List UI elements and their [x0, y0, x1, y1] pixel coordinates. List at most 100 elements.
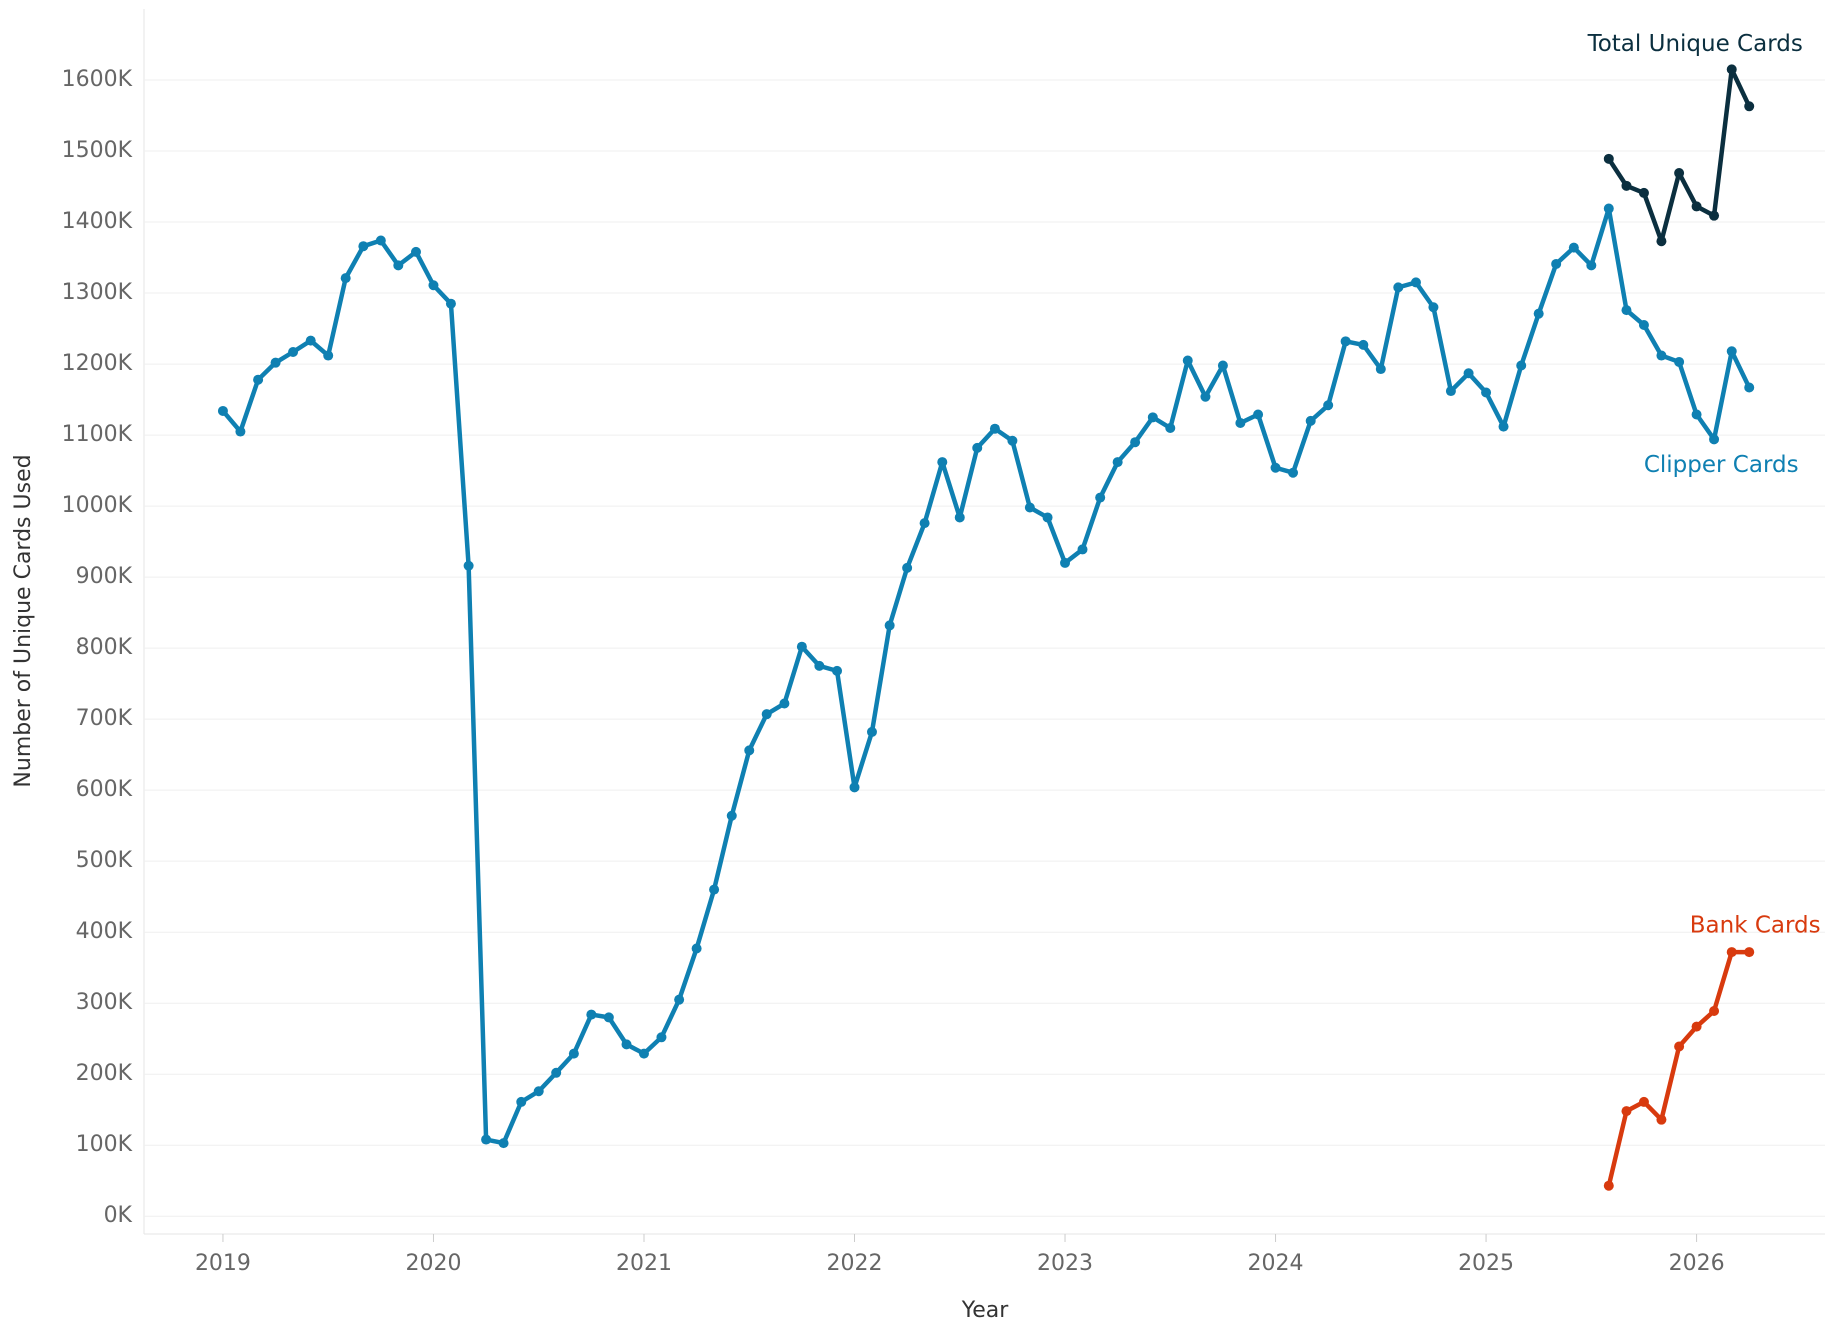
data-point [498, 1138, 509, 1149]
y-tick-label: 400K [76, 919, 133, 944]
data-point [1656, 236, 1667, 247]
data-point [1603, 1180, 1614, 1191]
data-point [1182, 355, 1193, 366]
data-point [621, 1039, 632, 1050]
y-tick-label: 1600K [62, 67, 133, 92]
data-point [866, 726, 877, 737]
data-point [323, 350, 334, 361]
data-point [1147, 412, 1158, 423]
data-point [270, 357, 281, 368]
data-point [340, 273, 351, 284]
data-point [796, 641, 807, 652]
data-point [1217, 360, 1228, 371]
data-point [1200, 391, 1211, 402]
y-tick-label: 100K [76, 1132, 133, 1157]
data-point [1042, 512, 1053, 523]
data-point [1445, 386, 1456, 397]
data-point [902, 562, 913, 573]
data-point [1235, 418, 1246, 429]
data-point [691, 943, 702, 954]
y-tick-label: 500K [76, 848, 133, 873]
data-point [1463, 368, 1474, 379]
data-point [726, 810, 737, 821]
data-point [1323, 400, 1334, 411]
data-point [1638, 1096, 1649, 1107]
y-tick-label: 200K [76, 1061, 133, 1086]
data-point [463, 560, 474, 571]
series-label: Clipper Cards [1644, 452, 1799, 478]
x-tick-label: 2019 [195, 1251, 251, 1276]
x-tick-label: 2023 [1037, 1251, 1093, 1276]
data-point [375, 235, 386, 246]
y-tick-label: 1000K [62, 493, 133, 518]
data-point [1095, 492, 1106, 503]
data-point [1428, 302, 1439, 313]
data-point [1112, 457, 1123, 468]
data-point [779, 698, 790, 709]
data-point [217, 405, 228, 416]
data-point [1603, 203, 1614, 214]
data-point [288, 347, 299, 357]
data-point [884, 620, 895, 631]
x-tick-label: 2026 [1669, 1251, 1725, 1276]
series-line [1606, 949, 1750, 1187]
data-point [1674, 356, 1685, 367]
data-point [849, 782, 860, 793]
data-point [1744, 382, 1755, 393]
data-point [1165, 422, 1176, 433]
data-point [1726, 346, 1737, 357]
data-point [1744, 947, 1755, 958]
data-point [1393, 282, 1404, 293]
data-point [603, 1012, 614, 1023]
data-point [989, 423, 1000, 434]
data-point [235, 426, 246, 437]
data-point [253, 374, 264, 385]
data-point [638, 1048, 649, 1059]
data-point [1656, 350, 1667, 361]
data-point [1621, 305, 1632, 316]
data-point [568, 1048, 579, 1059]
x-axis-title: Year [961, 1298, 1010, 1322]
y-tick-label: 0K [104, 1203, 133, 1228]
data-point [1007, 435, 1018, 446]
data-point [481, 1134, 492, 1145]
data-point [1498, 421, 1509, 432]
data-point [1656, 1114, 1667, 1125]
data-point [1077, 544, 1088, 555]
data-point [533, 1086, 544, 1097]
data-point [1340, 336, 1351, 347]
data-point [1691, 1021, 1702, 1032]
data-point [972, 442, 983, 453]
data-point [1375, 364, 1386, 375]
series-line [221, 206, 1752, 1146]
y-tick-label: 1500K [62, 138, 133, 163]
data-point [428, 280, 439, 291]
data-point [1691, 409, 1702, 420]
data-point [1516, 360, 1527, 371]
y-axis-title: Number of Unique Cards Used [11, 454, 36, 787]
data-point [937, 457, 948, 468]
y-tick-label: 700K [76, 706, 133, 731]
data-point [1060, 557, 1071, 568]
data-point [1533, 308, 1544, 319]
data-point [586, 1009, 597, 1020]
data-point [761, 709, 772, 720]
data-point [1674, 1041, 1685, 1052]
y-tick-label: 900K [76, 564, 133, 589]
data-point [1621, 180, 1632, 191]
data-point [1305, 415, 1316, 426]
x-tick-label: 2022 [827, 1251, 883, 1276]
x-tick-label: 2025 [1458, 1251, 1514, 1276]
data-point [1481, 387, 1492, 398]
y-tick-label: 800K [76, 635, 133, 660]
data-point [358, 241, 369, 252]
data-point [1568, 242, 1579, 253]
y-tick-label: 300K [76, 990, 133, 1015]
data-point [1726, 947, 1737, 958]
data-point [1270, 462, 1281, 473]
data-point [1691, 201, 1702, 212]
data-point [410, 246, 421, 257]
data-point [1410, 277, 1421, 288]
data-point [551, 1067, 562, 1078]
